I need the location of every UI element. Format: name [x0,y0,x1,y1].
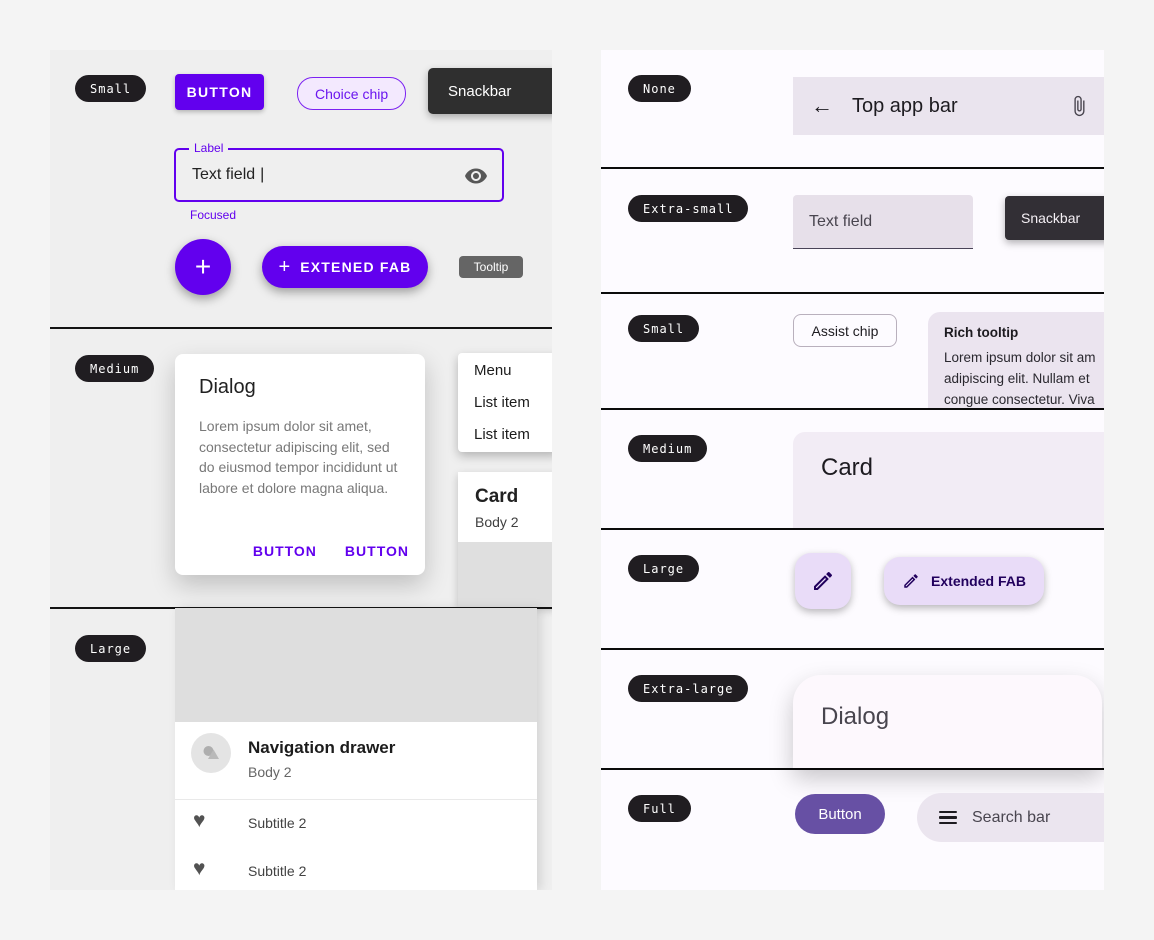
row-divider [601,648,1104,650]
drawer-item-label: Subtitle 2 [248,863,307,879]
dialog-body-line: Lorem ipsum dolor sit amet, [199,418,372,434]
card-subtitle: Body 2 [475,514,519,530]
dialog-button-2[interactable]: BUTTON [344,543,409,559]
outlined-text-field[interactable]: Label Text field | [174,141,504,202]
plain-tooltip: Tooltip [459,256,523,278]
dialog-body: Lorem ipsum dolor sit amet, consectetur … [199,416,397,498]
fab[interactable] [795,553,851,609]
menu-icon[interactable] [939,810,957,825]
row-divider [601,408,1104,410]
badge-small: Small [628,315,700,342]
fab[interactable]: + [175,239,231,295]
heart-icon: ♥ [193,809,206,832]
text-field-value: Text field [809,212,873,230]
row-divider [601,292,1104,294]
visibility-icon[interactable] [464,164,488,193]
dialog-body-line: do eiusmod tempor incididunt ut [199,459,398,475]
edit-icon [814,572,833,590]
menu-item-menu[interactable]: Menu [474,362,512,379]
card-media-placeholder [458,542,552,607]
app-bar-title: Top app bar [852,94,958,117]
badge-large: Large [628,555,700,582]
dialog: Dialog [793,675,1102,768]
plus-icon: + [194,251,212,282]
drawer-divider [175,799,537,800]
extended-fab-label: Extended FAB [931,573,1026,589]
rich-tooltip: Rich tooltip Lorem ipsum dolor sit am ad… [928,312,1104,408]
badge-medium: Medium [628,435,708,462]
badge-extra-large: Extra-large [628,675,749,702]
contained-button[interactable]: BUTTON [175,74,264,110]
image-icon [203,746,219,759]
dialog-actions: BUTTON BUTTON [253,543,409,559]
menu-item-list-item-1[interactable]: List item [474,394,530,411]
assist-chip[interactable]: Assist chip [793,314,897,347]
badge-large: Large [75,635,147,662]
filled-button[interactable]: Button [795,794,885,834]
row-divider [601,528,1104,530]
drawer-item-label: Subtitle 2 [248,815,307,831]
heart-icon: ♥ [193,857,206,880]
card[interactable]: Card Body 2 [458,472,552,607]
menu-item-list-item-2[interactable]: List item [474,426,530,443]
assist-chip-label: Assist chip [811,322,879,339]
rich-tooltip-line: congue consectetur. Viva [944,392,1095,407]
back-arrow-icon[interactable]: ← [811,93,833,118]
row-divider [601,167,1104,169]
button-label: BUTTON [186,84,253,100]
snackbar-label: Snackbar [448,82,512,100]
badge-none: None [628,75,691,102]
tooltip-label: Tooltip [473,260,509,274]
section-divider [50,327,552,329]
dialog-button-1[interactable]: BUTTON [252,543,317,559]
card-title: Card [475,486,519,507]
dialog-title: Dialog [199,376,256,398]
rich-tooltip-line: Lorem ipsum dolor sit am [944,350,1096,365]
menu: Menu List item List item [458,353,552,452]
choice-chip-label: Choice chip [315,85,389,102]
drawer-subtitle: Body 2 [248,764,292,780]
button-label: Button [818,805,862,823]
edit-icon [904,574,918,588]
avatar [191,733,231,773]
card-title: Card [821,454,874,481]
text-field-value: Text field | [192,166,265,183]
text-field-helper: Focused [190,208,237,222]
badge-small: Small [75,75,147,102]
dialog-title: Dialog [821,703,890,730]
navigation-drawer: Navigation drawer Body 2 ♥ Subtitle 2 ♥ … [175,608,537,890]
extended-fab[interactable]: Extended FAB [884,557,1044,605]
search-bar-label: Search bar [972,808,1051,826]
dialog: Dialog Lorem ipsum dolor sit amet, conse… [175,354,425,575]
filled-text-field[interactable]: Text field [793,195,973,249]
text-field-label: Label [189,141,229,155]
dialog-body-line: consectetur adipiscing elit, sed [199,438,390,455]
plus-icon: + [278,255,291,278]
right-panel-m3: None Extra-small Small Medium Large Extr… [601,50,1104,890]
rich-tooltip-line: adipiscing elit. Nullam et [944,371,1090,386]
drawer-title: Navigation drawer [248,738,396,757]
snackbar: Snackbar [1005,196,1104,240]
attachment-icon[interactable] [1068,95,1090,122]
left-panel-m2: Small BUTTON Choice chip Snackbar Label … [50,50,552,890]
badge-extra-small: Extra-small [628,195,749,222]
card[interactable]: Card [793,432,1104,528]
badge-medium: Medium [75,355,155,382]
text-cursor: | [260,166,265,183]
top-app-bar: ← Top app bar [793,77,1104,135]
snackbar: Snackbar [428,68,552,114]
snackbar-label: Snackbar [1021,210,1081,226]
extended-fab[interactable]: + EXTENED FAB [262,246,428,288]
row-divider [601,768,1104,770]
rich-tooltip-title: Rich tooltip [944,325,1019,340]
choice-chip[interactable]: Choice chip [297,77,407,110]
badge-full: Full [628,795,691,822]
drawer-header-image-placeholder [175,608,537,722]
extended-fab-label: EXTENED FAB [300,259,412,275]
dialog-body-line: labore et dolore magna aliqua. [199,479,389,496]
search-bar[interactable]: Search bar [917,793,1104,842]
